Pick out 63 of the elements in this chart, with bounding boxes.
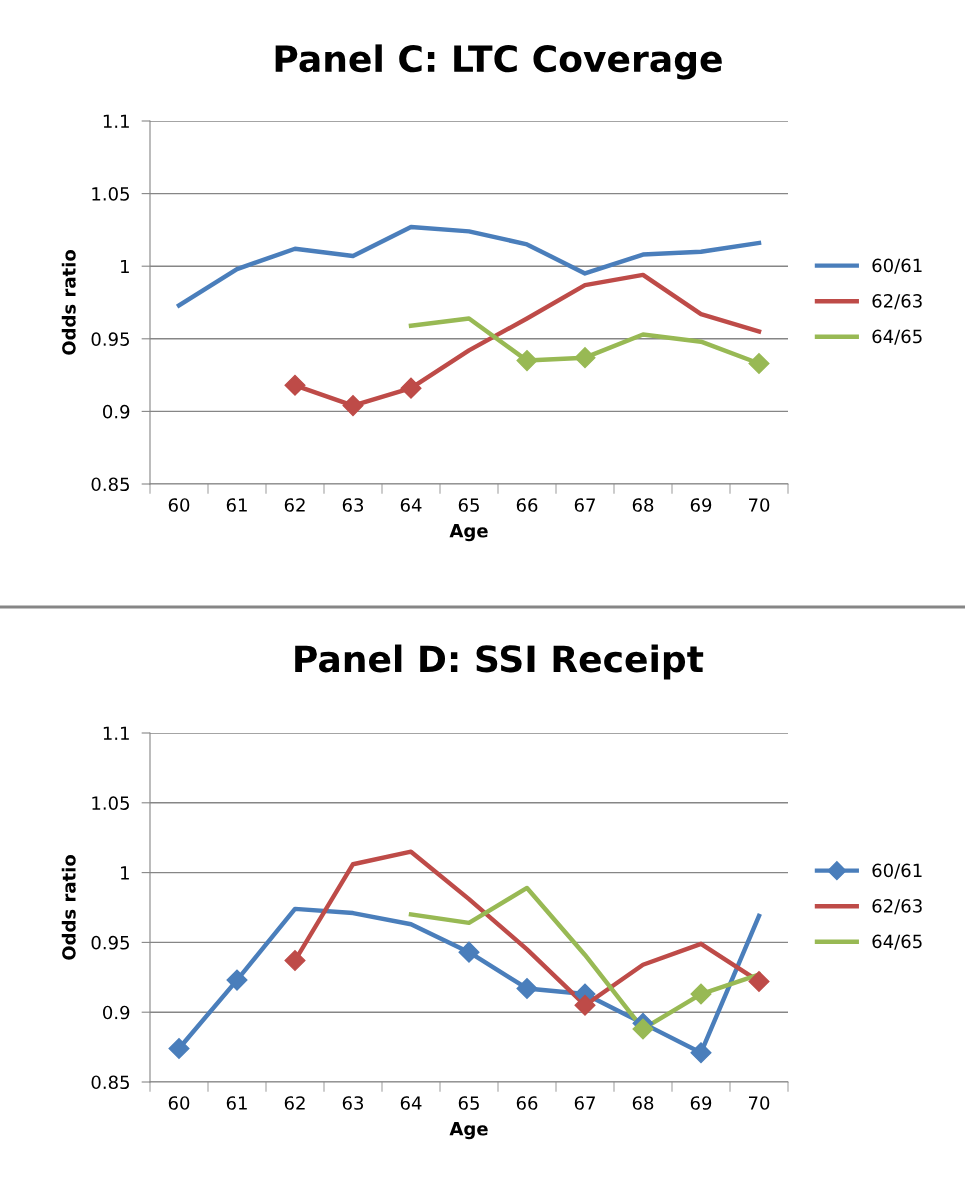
point — [458, 941, 480, 963]
point — [284, 950, 306, 972]
y-tick-label: 1.1 — [103, 114, 129, 128]
x-tick-label: 67 — [574, 498, 595, 512]
y-tick-label: 0.9 — [103, 1005, 130, 1020]
y-tick-label: 0.85 — [91, 477, 129, 492]
x-axis-title: Age — [449, 1122, 488, 1140]
y-tick-label: 0.85 — [91, 1075, 129, 1090]
legend-label: 64/65 — [872, 934, 922, 950]
x-tick-label: 69 — [690, 1096, 712, 1110]
point — [226, 969, 248, 991]
x-tick-label: 61 — [226, 1096, 247, 1110]
y-tick-label: 1 — [121, 866, 129, 880]
y-tick-label: 0.95 — [91, 332, 129, 346]
x-tick-label: 70 — [748, 498, 770, 512]
y-axis-title: Odds ratio — [61, 855, 76, 960]
x-tick-label: 65 — [458, 1096, 479, 1110]
x-tick-label: 67 — [574, 1096, 595, 1110]
point — [748, 970, 770, 993]
point — [400, 377, 422, 399]
chart-title: Panel C: LTC Coverage — [275, 44, 722, 80]
y-tick-label: 0.9 — [103, 404, 130, 419]
x-tick-label: 63 — [342, 1096, 364, 1110]
legend-label: 60/61 — [872, 863, 922, 879]
x-tick-label: 69 — [690, 498, 712, 512]
y-axis-title: Odds ratio — [61, 250, 76, 355]
y-tick-label: 1.05 — [92, 187, 129, 201]
x-tick-label: 64 — [400, 1096, 422, 1110]
legend-label: 62/63 — [872, 899, 922, 915]
x-tick-label: 60 — [168, 1096, 190, 1110]
x-tick-label: 64 — [400, 498, 422, 512]
x-tick-label: 61 — [226, 498, 247, 512]
point — [690, 1042, 712, 1064]
y-tick-label: 1 — [121, 259, 129, 274]
legend-label: 64/65 — [872, 329, 922, 345]
line-series — [176, 224, 762, 308]
point — [690, 983, 712, 1005]
point — [748, 352, 770, 374]
x-tick-label: 60 — [168, 498, 190, 512]
x-tick-label: 70 — [748, 1096, 770, 1110]
x-tick-label: 68 — [632, 1096, 654, 1110]
x-axis-title: Age — [449, 524, 488, 542]
x-tick-label: 65 — [458, 498, 479, 512]
point — [574, 347, 596, 369]
y-tick-label: 0.95 — [91, 935, 129, 950]
point — [284, 374, 306, 396]
x-tick-label: 62 — [284, 498, 305, 512]
point — [632, 1018, 654, 1040]
x-tick-label: 66 — [516, 498, 538, 512]
point — [342, 395, 364, 417]
x-tick-label: 68 — [632, 498, 654, 512]
chart-title: Panel D: SSI Receipt — [295, 644, 704, 680]
legend-label: 62/63 — [872, 294, 922, 310]
point — [574, 994, 596, 1016]
y-tick-label: 1.1 — [103, 726, 129, 740]
point — [516, 350, 538, 372]
point — [516, 977, 538, 999]
x-tick-label: 63 — [342, 498, 364, 512]
point — [168, 1037, 190, 1060]
x-tick-label: 62 — [284, 1096, 305, 1110]
legend-label: 60/61 — [872, 258, 922, 274]
y-tick-label: 1.05 — [92, 796, 129, 810]
x-tick-label: 66 — [516, 1096, 538, 1110]
